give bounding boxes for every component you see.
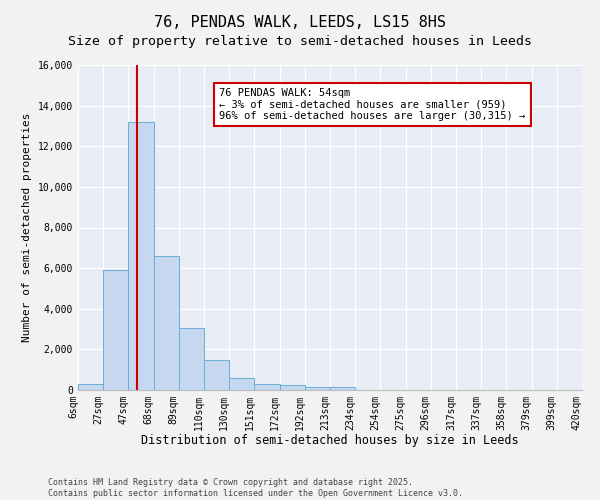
Bar <box>78 384 103 390</box>
Bar <box>330 388 355 390</box>
Bar <box>154 256 179 390</box>
Text: 76, PENDAS WALK, LEEDS, LS15 8HS: 76, PENDAS WALK, LEEDS, LS15 8HS <box>154 15 446 30</box>
Text: 76 PENDAS WALK: 54sqm
← 3% of semi-detached houses are smaller (959)
96% of semi: 76 PENDAS WALK: 54sqm ← 3% of semi-detac… <box>219 88 526 121</box>
Bar <box>128 122 154 390</box>
Bar <box>280 384 305 390</box>
Bar <box>254 384 280 390</box>
Bar <box>229 378 254 390</box>
X-axis label: Distribution of semi-detached houses by size in Leeds: Distribution of semi-detached houses by … <box>141 434 519 448</box>
Y-axis label: Number of semi-detached properties: Number of semi-detached properties <box>22 113 32 342</box>
Bar <box>179 328 204 390</box>
Bar <box>103 270 128 390</box>
Bar <box>204 360 229 390</box>
Text: Size of property relative to semi-detached houses in Leeds: Size of property relative to semi-detach… <box>68 35 532 48</box>
Text: Contains HM Land Registry data © Crown copyright and database right 2025.
Contai: Contains HM Land Registry data © Crown c… <box>48 478 463 498</box>
Bar <box>305 387 330 390</box>
